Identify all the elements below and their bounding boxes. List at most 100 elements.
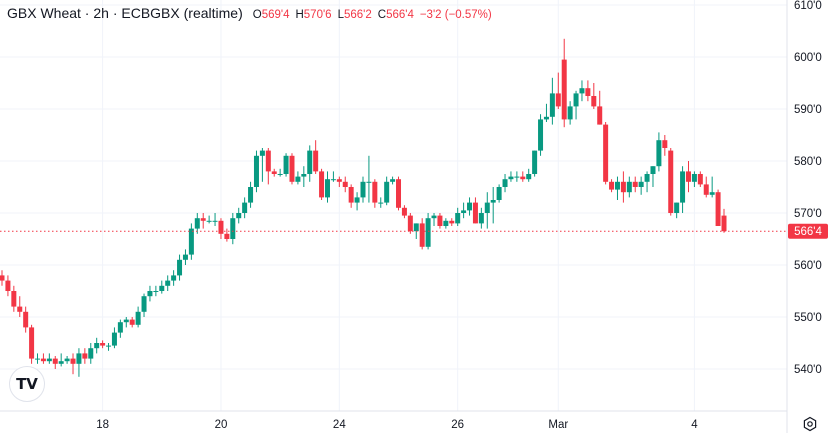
candle-body (591, 96, 597, 107)
candle-body (277, 174, 283, 175)
candle-body (366, 181, 372, 183)
candle (242, 197, 248, 219)
candle-body (390, 179, 396, 182)
candle (159, 280, 165, 294)
candle (11, 285, 17, 312)
symbol-title[interactable]: GBX Wheat · 2h · ECBGBX (realtime) (7, 5, 243, 21)
y-tick-label: 540'0 (794, 364, 822, 376)
candle (171, 270, 177, 286)
candle (585, 80, 591, 102)
gear-icon[interactable] (802, 416, 818, 432)
candle-body (177, 259, 183, 276)
candle (153, 285, 159, 297)
candle (674, 202, 680, 219)
candle (372, 179, 378, 208)
candle-body (0, 275, 5, 281)
candle (443, 218, 449, 229)
candle (188, 223, 194, 260)
candle (76, 348, 82, 377)
candle-body (117, 322, 123, 333)
candle (508, 171, 514, 182)
candle (680, 166, 686, 213)
candle (35, 353, 41, 364)
candle (496, 184, 502, 203)
candle (626, 176, 632, 198)
candle (64, 356, 70, 364)
price-axis[interactable]: 610'0 600'0 590'0 580'0 570'0 560'0 550'0 540'0 (794, 0, 822, 376)
candle (715, 189, 721, 226)
candle (271, 168, 277, 177)
y-tick-label: 590'0 (794, 104, 822, 116)
candle (324, 171, 330, 203)
candle-body (212, 220, 218, 222)
candle-body (579, 88, 585, 94)
candle (520, 171, 526, 182)
candle-body (549, 93, 555, 117)
candle (17, 296, 23, 317)
candle-body (656, 140, 662, 167)
y-tick-label: 580'0 (794, 156, 822, 168)
candle (5, 275, 11, 297)
candle (502, 174, 508, 193)
candle (603, 122, 609, 185)
candle-body (508, 176, 514, 180)
candle-body (697, 174, 703, 185)
candle-body (561, 59, 567, 120)
candle-body (644, 174, 650, 182)
candle (165, 275, 171, 291)
candle (141, 293, 147, 317)
chart-legend: GBX Wheat · 2h · ECBGBX (realtime) O569'… (7, 5, 492, 21)
candle (656, 132, 662, 172)
candle-body (372, 181, 378, 203)
candle-body (171, 275, 177, 281)
candle (88, 343, 94, 364)
candle-body (301, 174, 307, 177)
candle (597, 90, 603, 125)
time-axis[interactable]: 18 20 24 26 Mar 4 (96, 419, 698, 431)
candle (129, 317, 135, 328)
candle-body (603, 124, 609, 182)
candle-body (206, 220, 212, 222)
candle-body (17, 306, 23, 312)
candle (259, 148, 265, 182)
candle-body (360, 181, 366, 198)
candle-body (82, 353, 88, 359)
candle (123, 317, 129, 328)
candle-body (40, 358, 46, 362)
candle-body (354, 197, 360, 203)
candle (390, 176, 396, 185)
ohlc-open: O569'4 (252, 9, 290, 21)
candle (40, 353, 46, 364)
candle (336, 176, 342, 187)
x-tick-label: 26 (451, 419, 464, 431)
candle-body (543, 116, 549, 120)
candle (567, 101, 573, 125)
candle (283, 153, 289, 177)
ohlc-low: L566'2 (337, 9, 372, 21)
candle-body (200, 218, 206, 221)
candle-body (242, 202, 248, 213)
x-tick-label: Mar (548, 419, 568, 431)
candle (265, 148, 271, 185)
candle-body (88, 348, 94, 359)
candle (632, 176, 638, 193)
grid (0, 0, 787, 411)
candle-body (336, 179, 342, 182)
candle-body (106, 345, 112, 347)
tradingview-logo[interactable]: TV (9, 366, 45, 402)
candle (100, 340, 106, 349)
candle-body (626, 181, 632, 193)
candle (644, 171, 650, 193)
candle-body (467, 202, 473, 211)
candle (455, 207, 461, 226)
candle-body (141, 296, 147, 312)
ohlc-high: H570'6 (295, 9, 332, 21)
candle-body (437, 215, 443, 226)
candle-body (419, 223, 425, 247)
candle (354, 192, 360, 211)
candle-body (253, 155, 259, 187)
candle (490, 187, 496, 224)
candle-body (123, 319, 129, 323)
candle-body (455, 213, 461, 224)
